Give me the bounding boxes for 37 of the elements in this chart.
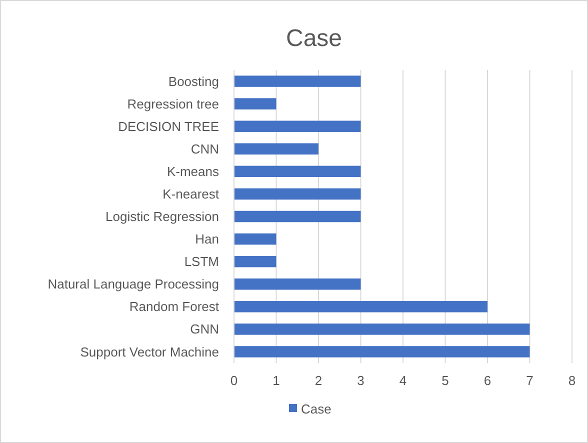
x-tick-label: 0 bbox=[230, 373, 238, 388]
bar bbox=[234, 256, 276, 268]
y-tick-label: LSTM bbox=[184, 254, 219, 270]
y-tick-label: GNN bbox=[190, 322, 219, 337]
x-tick-label: 8 bbox=[568, 373, 576, 388]
bar bbox=[234, 98, 276, 110]
bar bbox=[234, 210, 361, 222]
x-tick-label: 2 bbox=[314, 373, 322, 388]
y-tick-label: DECISION TREE bbox=[118, 118, 220, 134]
bar bbox=[234, 278, 361, 290]
x-tick-label: 1 bbox=[272, 373, 280, 388]
x-tick-label: 5 bbox=[442, 373, 449, 388]
y-tick-label: Random Forest bbox=[129, 299, 220, 314]
y-tick-label: Boosting bbox=[168, 74, 219, 89]
x-tick-label: 7 bbox=[526, 373, 534, 388]
bar bbox=[234, 324, 530, 335]
chart-title: Case bbox=[286, 25, 342, 52]
y-tick-label: Natural Language Processing bbox=[48, 276, 219, 292]
bar bbox=[234, 166, 361, 178]
x-tick-label: 3 bbox=[357, 373, 364, 388]
bar bbox=[234, 188, 361, 200]
x-tick-label: 6 bbox=[484, 373, 492, 388]
bar bbox=[234, 120, 361, 132]
y-tick-label: K-nearest bbox=[162, 186, 220, 202]
x-tick-label: 4 bbox=[399, 373, 407, 388]
bar bbox=[234, 301, 488, 312]
legend-label: Case bbox=[301, 402, 332, 417]
y-tick-label: CNN bbox=[190, 141, 219, 156]
y-tick-label: Logistic Regression bbox=[106, 209, 219, 224]
y-tick-label: Regression tree bbox=[127, 96, 219, 112]
bar bbox=[234, 143, 318, 155]
y-tick-label: K-means bbox=[166, 164, 220, 179]
y-tick-label: Support Vector Machine bbox=[80, 344, 219, 360]
bar bbox=[234, 233, 276, 245]
bar bbox=[234, 346, 530, 358]
y-tick-label: Han bbox=[195, 232, 219, 247]
bar bbox=[234, 76, 361, 87]
